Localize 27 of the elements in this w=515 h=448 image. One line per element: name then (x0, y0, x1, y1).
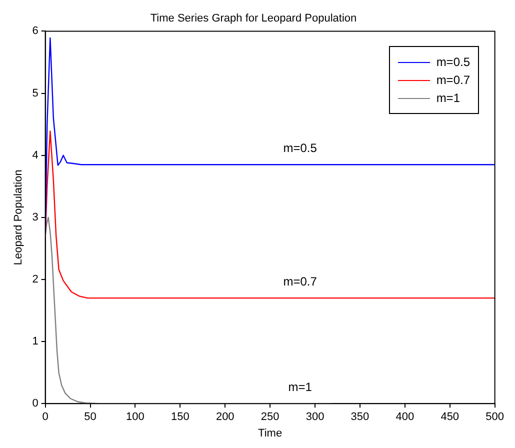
x-tick-label: 400 (396, 411, 414, 424)
x-tick-label: 50 (84, 411, 96, 424)
y-tick-label: 0 (32, 398, 38, 410)
legend-label: m=1 (436, 91, 460, 105)
annotation: m=0.5 (283, 140, 318, 155)
x-tick-label: 300 (306, 411, 324, 424)
x-tick-label: 200 (216, 411, 234, 424)
x-tick-label: 250 (260, 411, 280, 424)
chart-title: Time Series Graph for Leopard Population (150, 12, 357, 25)
y-tick-label: 5 (32, 87, 38, 100)
x-tick-label: 500 (486, 411, 504, 424)
x-tick-label: 150 (170, 411, 190, 424)
y-tick-label: 1 (32, 336, 38, 348)
annotation: m=0.7 (283, 274, 318, 288)
y-axis-title: Leopard Population (12, 170, 25, 266)
x-tick-label: 100 (126, 411, 144, 424)
y-tick-label: 2 (32, 274, 38, 286)
x-tick-label: 0 (42, 411, 48, 424)
y-tick-label: 4 (32, 149, 38, 162)
x-tick-label: 450 (440, 411, 460, 424)
y-tick-label: 6 (32, 25, 38, 38)
legend-label: m=0.7 (436, 73, 470, 87)
y-tick-label: 3 (32, 211, 38, 224)
annotation: m=1 (288, 380, 312, 394)
x-axis-title: Time (258, 427, 282, 440)
legend-label: m=0.5 (436, 55, 470, 69)
x-tick-label: 350 (350, 411, 370, 424)
